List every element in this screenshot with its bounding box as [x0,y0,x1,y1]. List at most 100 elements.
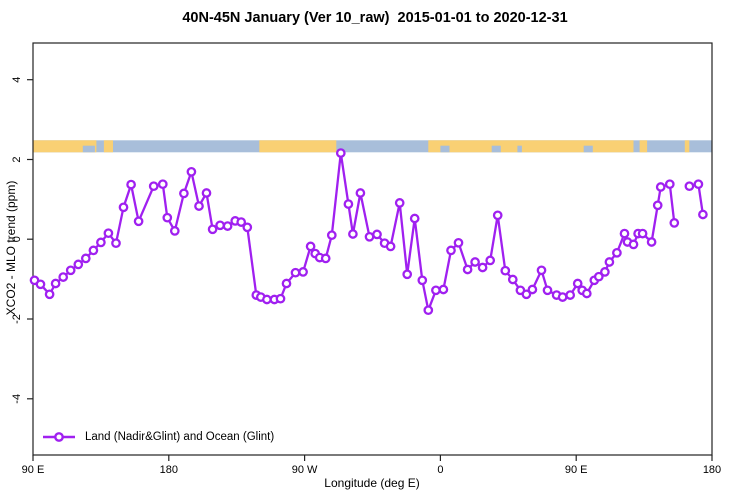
band-land-segment [428,140,634,153]
data-point [619,228,630,239]
data-point [96,237,106,248]
data-point [73,259,84,270]
x-tick-label: 0 [437,464,443,476]
data-point [298,267,308,277]
data-point [126,179,136,190]
band-ocean-notch [82,145,95,153]
data-point [652,200,663,211]
band-land-segment [684,140,690,153]
y-tick-label: 0 [11,236,23,242]
y-tick-label: -2 [11,314,23,324]
data-point [186,166,197,177]
data-point [335,148,346,158]
x-tick-label: 90 W [292,464,318,476]
x-tick-label: 90 E [565,464,588,476]
data-point [655,182,666,192]
plot-border [32,42,713,456]
data-point [600,267,610,277]
data-point [477,262,488,273]
data-point [44,289,55,300]
data-point [242,222,253,233]
data-point [207,224,218,235]
data-point [262,294,272,305]
data-point [637,228,648,239]
band-land-segment [103,140,113,153]
band-ocean-notch [491,145,501,153]
data-point [372,229,382,240]
data-point [612,247,622,258]
data-point [103,228,114,239]
data-point [684,181,695,192]
data-point [320,253,331,264]
data-point [148,181,159,192]
data-point [453,237,464,248]
data-point [507,274,518,285]
data-point [80,253,91,264]
data-point [402,269,413,280]
band-ocean-notch [440,145,450,153]
legend: Land (Nadir&Glint) and Ocean (Glint) [42,430,274,444]
data-point [409,213,420,224]
data-point [557,292,568,302]
data-point [169,226,180,236]
data-point [111,238,121,249]
data-point [485,255,496,266]
data-point [698,209,708,220]
band-land-segment [259,140,337,153]
data-point [133,216,144,227]
chart-title: 40N-45N January (Ver 10_raw) 2015-01-01 … [182,10,568,26]
data-point [290,267,301,278]
data-point [664,179,675,190]
data-point [604,257,615,267]
data-point [194,201,204,211]
y-tick-label: 4 [11,77,23,83]
data-point [492,210,503,221]
legend-label: Land (Nadir&Glint) and Ocean (Glint) [85,431,275,443]
band-land-segment [639,140,648,153]
data-point [446,245,456,256]
data-point [215,220,225,231]
x-tick-label: 180 [703,464,721,476]
data-point [281,278,292,289]
x-tick-label: 90 E [22,464,45,476]
data-point [305,241,316,252]
data-point [118,202,129,213]
x-axis-label: Longitude (deg E) [324,476,420,490]
data-point [542,285,553,296]
data-point [236,217,247,227]
data-point [35,279,46,290]
data-point [275,293,286,304]
data-point [646,237,657,247]
data-point [348,229,358,239]
data-point [162,212,173,223]
data-point [628,239,639,250]
y-tick-label: 2 [11,156,23,162]
data-point [423,305,434,316]
data-point [693,179,704,190]
data-point [355,188,366,198]
data-point [470,257,480,267]
data-point [157,179,168,190]
data-point [88,245,99,256]
data-point [431,285,441,296]
data-point [201,188,212,198]
legend-marker-icon [43,432,75,442]
data-point [364,231,375,242]
data-point [50,278,61,289]
x-tick-label: 180 [160,464,178,476]
data-point [593,271,604,282]
y-tick-label: -4 [11,394,23,404]
band-land-segment [33,140,97,153]
data-point [572,278,583,289]
data-point [462,264,473,275]
data-point [521,289,532,300]
data-point [222,221,233,231]
data-point [326,230,337,241]
data-point [500,265,511,276]
band-ocean-notch [583,145,593,153]
data-point [65,265,76,276]
data-point [179,188,189,199]
data-point [417,275,428,286]
